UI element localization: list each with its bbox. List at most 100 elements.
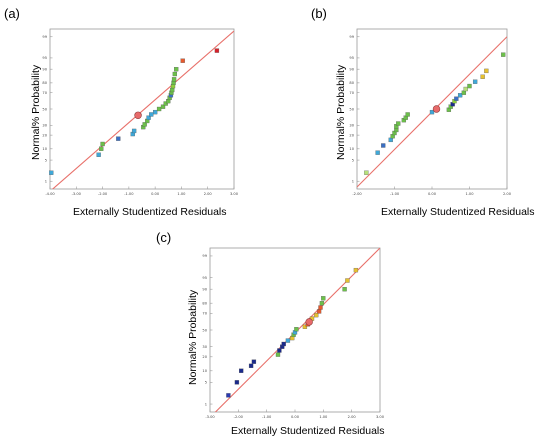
y-tick-label: 90 xyxy=(349,67,354,71)
x-tick-label: -3.00 xyxy=(72,192,82,196)
y-tick-label: 5 xyxy=(45,158,47,162)
x-tick-label: 0.00 xyxy=(151,192,160,196)
residual-point xyxy=(172,71,178,77)
x-tick-label: 3.00 xyxy=(376,415,385,419)
x-tick-label: 1.00 xyxy=(465,192,474,196)
y-tick-label: 5 xyxy=(205,381,207,385)
y-tick-label: 20 xyxy=(202,355,207,359)
y-tick-label: 95 xyxy=(42,56,47,60)
residual-point xyxy=(96,152,101,157)
residual-point xyxy=(285,338,291,343)
residual-point xyxy=(484,68,489,74)
residual-point xyxy=(226,393,231,398)
residual-point xyxy=(396,121,401,126)
plot-svg-c: 1 5 10 20 30 50 70 80 90 95 99 -3.00 -2.00 -1.00 0.00 1… xyxy=(202,247,385,419)
y-tick-label: 50 xyxy=(42,107,47,111)
y-tick-label: 80 xyxy=(349,81,354,85)
x-tick-label: 2.00 xyxy=(503,192,512,196)
y-tick-label: 80 xyxy=(42,81,47,85)
y-tick-label: 5 xyxy=(352,158,354,162)
residual-point xyxy=(381,143,386,148)
y-tick-label: 90 xyxy=(42,67,47,71)
x-tick-label: -2.00 xyxy=(352,192,362,196)
residual-point xyxy=(214,48,220,53)
residual-point xyxy=(321,296,326,301)
residual-point xyxy=(463,86,468,92)
x-axis-label-b: Externally Studentized Residuals xyxy=(381,206,535,218)
x-tick-label: -1.00 xyxy=(390,192,400,196)
y-tick-label: 50 xyxy=(202,328,207,332)
residual-point xyxy=(49,170,54,175)
residual-point xyxy=(149,112,154,117)
residual-point xyxy=(501,52,506,57)
residual-point xyxy=(116,136,121,141)
residual-point xyxy=(302,324,308,329)
y-tick-label: 1 xyxy=(352,180,354,184)
panel-label-b: (b) xyxy=(311,6,327,21)
y-tick-label: 10 xyxy=(42,147,47,151)
x-tick-label: 3.00 xyxy=(230,192,239,196)
residual-point xyxy=(160,104,166,109)
y-tick-label: 1 xyxy=(205,402,207,406)
residual-point xyxy=(152,109,158,115)
x-tick-label: -1.00 xyxy=(124,192,134,196)
y-tick-label: 70 xyxy=(42,91,47,95)
y-tick-label: 30 xyxy=(42,124,47,128)
residual-point xyxy=(180,58,185,63)
y-tick-label: 20 xyxy=(349,133,354,137)
residual-point xyxy=(163,101,168,106)
residual-point xyxy=(429,109,435,115)
y-tick-label: 20 xyxy=(42,133,47,137)
panel-label-c: (c) xyxy=(156,230,172,245)
residual-point xyxy=(131,128,137,134)
y-tick-label: 95 xyxy=(349,56,354,60)
chart-panel-b: (b) Normal% Probability Externally Stude… xyxy=(275,0,550,225)
residual-point xyxy=(388,137,393,143)
y-tick-label: 10 xyxy=(202,369,207,373)
residual-point xyxy=(342,287,347,292)
x-tick-label: -1.00 xyxy=(262,415,272,419)
residual-point xyxy=(472,79,478,84)
y-tick-label: 99 xyxy=(202,254,207,258)
chart-panel-a: (a) Normal% Probability Externally Stude… xyxy=(0,0,275,225)
residual-point xyxy=(100,141,105,147)
residual-point xyxy=(156,106,162,112)
x-axis-label-c: Externally Studentized Residuals xyxy=(231,425,385,437)
residual-point xyxy=(353,267,359,273)
residual-point xyxy=(146,115,151,120)
residual-point xyxy=(314,312,319,318)
y-tick-label: 30 xyxy=(349,124,354,128)
x-tick-label: -4.00 xyxy=(45,192,55,196)
y-tick-label: 99 xyxy=(42,35,47,39)
x-tick-label: 0.00 xyxy=(291,415,300,419)
chart-panel-c: (c) Normal% Probability Externally Stude… xyxy=(140,225,415,440)
x-tick-label: 0.00 xyxy=(428,192,437,196)
residual-point xyxy=(174,67,179,72)
highlighted-point xyxy=(134,111,142,119)
plot-svg-b: 1 5 10 20 30 50 70 80 90 95 99 -2.00 -1.00 0.00 1.00 2.… xyxy=(349,28,512,196)
residual-point xyxy=(405,112,410,117)
y-tick-label: 90 xyxy=(202,288,207,292)
x-tick-label: 1.00 xyxy=(177,192,186,196)
residual-point xyxy=(171,77,177,82)
residual-point xyxy=(480,74,485,79)
residual-point xyxy=(375,150,380,155)
residual-point xyxy=(277,348,282,353)
highlighted-point xyxy=(432,105,441,113)
residual-point xyxy=(364,170,369,175)
residual-point xyxy=(239,368,244,373)
plot-svg-a: 1 5 10 20 30 50 70 80 90 95 99 -4.00 -3.00 -2.00 -1.00… xyxy=(42,28,239,196)
residual-point xyxy=(318,305,323,310)
y-tick-label: 80 xyxy=(202,302,207,306)
residual-point xyxy=(345,278,350,283)
y-tick-label: 95 xyxy=(202,276,207,280)
x-tick-label: -3.00 xyxy=(205,415,215,419)
y-tick-label: 70 xyxy=(349,91,354,95)
residual-point xyxy=(248,363,254,369)
x-axis-label-a: Externally Studentized Residuals xyxy=(73,206,227,218)
y-tick-label: 30 xyxy=(202,345,207,349)
residual-point xyxy=(251,359,257,364)
residual-point xyxy=(99,146,104,151)
residual-point xyxy=(281,341,286,347)
residual-point xyxy=(461,90,467,95)
